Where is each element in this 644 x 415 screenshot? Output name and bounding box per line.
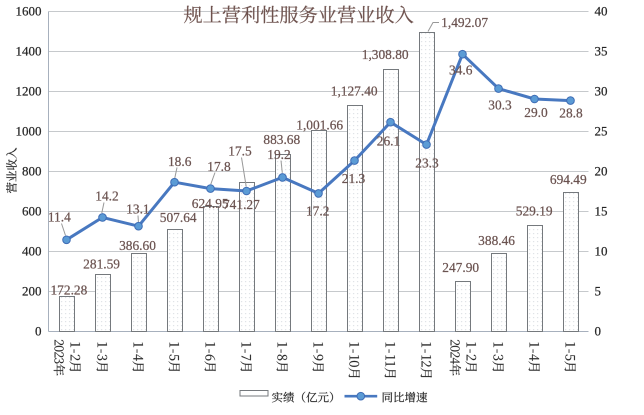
bar [96,275,111,332]
glyph-- [569,349,570,352]
left-tick-label: 0 [35,323,42,338]
glyph-- [137,349,138,352]
line-marker [459,50,467,58]
line-value-label: 30.3 [488,98,512,113]
bar [60,297,75,332]
glyph-- [497,349,498,352]
bar-value-label: 388.46 [478,233,515,248]
glyph-- [425,349,426,352]
left-tick-label: 1200 [16,83,42,98]
line-marker [315,190,323,198]
line-value-label: 14.2 [95,189,118,204]
left-tick-label: 1400 [16,43,42,58]
bar-value-label: 386.60 [119,238,156,253]
bar [492,254,507,332]
glyph-- [353,349,354,352]
right-tick-label: 15 [595,203,608,218]
line-marker [135,222,143,230]
line-marker [567,97,575,105]
glyph-- [173,349,174,352]
bar [456,282,471,332]
bar [132,254,147,332]
bar-value-label: 507.64 [160,210,197,225]
glyph-- [317,349,318,352]
line-value-label: 13.1 [126,202,149,217]
glyph-- [533,349,534,352]
right-tick-label: 30 [595,83,608,98]
bar [384,70,399,332]
glyph-- [389,349,390,352]
glyph-- [209,349,210,352]
left-tick-label: 1600 [16,3,42,18]
bar-value-label: 529.19 [516,204,553,219]
bar [564,193,579,332]
line-marker [279,174,287,182]
line-value-label: 17.5 [228,144,252,159]
line-marker [531,95,539,103]
line-marker [387,118,395,126]
line-value-label: 19.2 [267,147,290,162]
bar [420,33,435,332]
bar [168,230,183,332]
bar [204,207,219,332]
right-tick-label: 40 [595,3,608,18]
line-marker [495,85,503,93]
glyph-- [74,349,75,352]
legend-bar-swatch [240,391,268,397]
right-tick-label: 5 [595,283,602,298]
right-tick-label: 35 [595,43,608,58]
line-marker [351,157,359,165]
bar-value-label: 1,308.80 [362,47,409,62]
left-tick-label: 200 [22,283,42,298]
bar-value-label: 883.68 [263,132,300,147]
bar-value-label: 1,492.07 [441,15,488,30]
bar-value-label: 694.49 [550,172,587,187]
line-value-label: 28.8 [559,106,583,121]
legend-line-marker [357,392,365,400]
line-marker [171,178,179,186]
right-tick-label: 10 [595,243,608,258]
line-value-label: 34.6 [449,62,473,77]
left-tick-label: 600 [22,203,42,218]
line-value-label: 23.3 [415,156,439,171]
bar [348,106,363,332]
line-marker [423,141,431,149]
glyph-- [245,349,246,352]
line-value-label: 17.2 [306,203,329,218]
line-value-label: 17.8 [207,159,231,174]
right-tick-label: 25 [595,123,608,138]
right-tick-label: 20 [595,163,608,178]
glyph-- [101,349,102,352]
glyph-绩 [283,392,294,403]
line-marker [207,185,215,193]
line-value-label: 29.0 [524,105,548,120]
bar [528,226,543,332]
bar [312,131,327,332]
right-tick-label: 0 [595,323,602,338]
bar-value-label: 741.27 [223,197,260,212]
line-value-label: 11.4 [48,210,71,225]
line-value-label: 21.3 [342,171,366,186]
left-tick-label: 1000 [16,123,42,138]
line-marker [63,236,71,244]
line-marker [243,187,251,195]
bar-value-label: 1,001.66 [296,118,343,133]
bar-value-label: 1,127.40 [331,84,378,99]
bar-value-label: 172.28 [50,283,87,298]
glyph-- [470,349,471,352]
left-tick-label: 400 [22,243,42,258]
glyph-- [281,349,282,352]
left-tick-label: 800 [22,163,42,178]
bar-value-label: 281.59 [83,257,120,272]
line-value-label: 18.6 [168,154,192,169]
line-marker [99,214,107,222]
line-value-label: 26.1 [377,133,400,148]
bar-value-label: 247.90 [442,260,479,275]
